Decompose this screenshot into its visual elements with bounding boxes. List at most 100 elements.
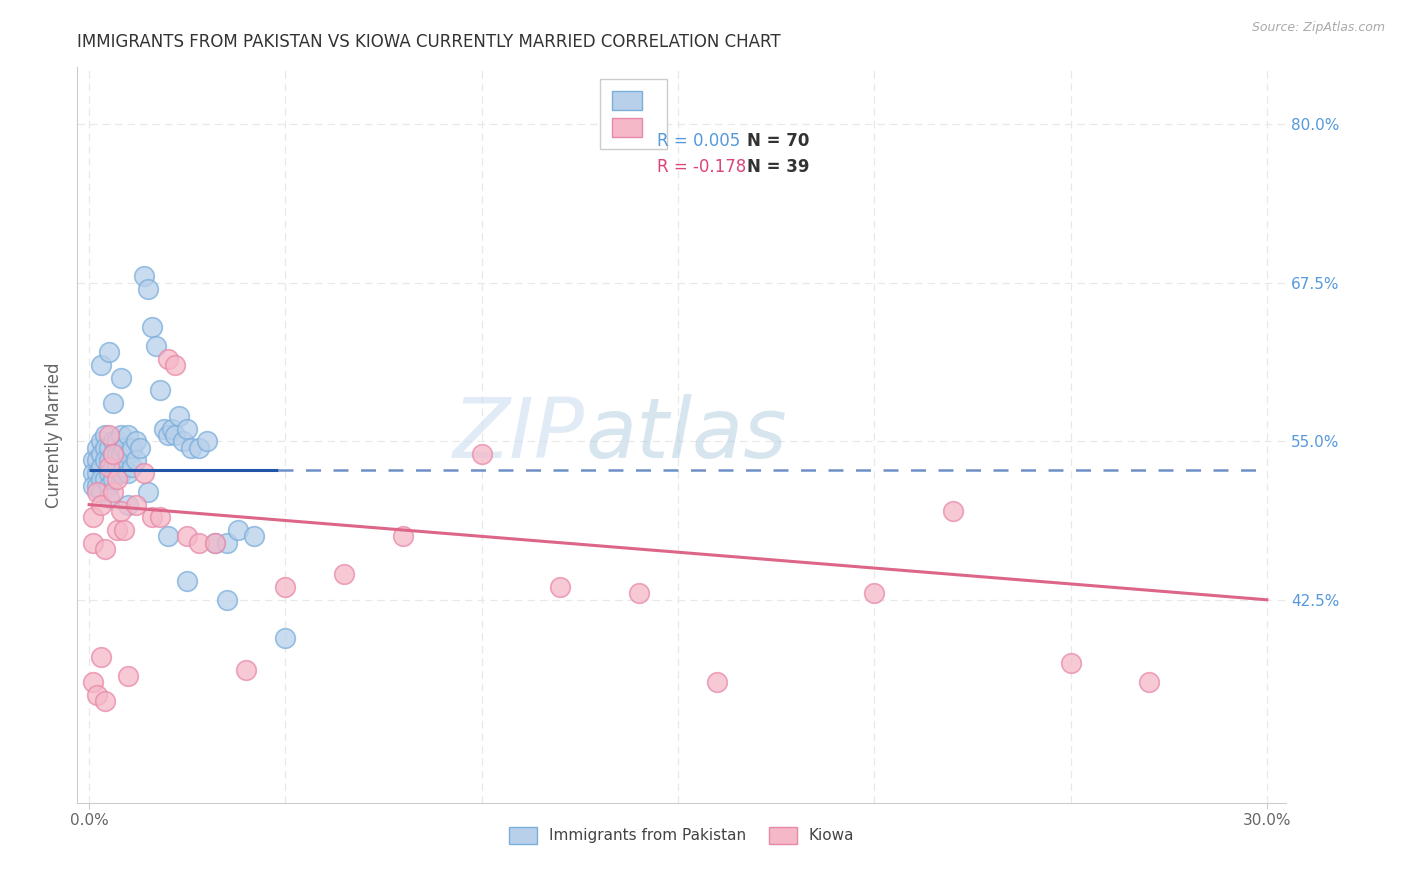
Point (1059, 657, 1081, 671)
Point (110, 370, 132, 384)
Point (82, 675, 104, 690)
Point (86, 478, 108, 492)
Point (942, 504, 965, 518)
Point (1137, 675, 1160, 690)
Point (176, 421, 198, 435)
Point (141, 510, 163, 524)
Point (90, 434, 112, 449)
Point (94, 694, 117, 708)
Point (110, 427, 132, 442)
Point (627, 586, 650, 600)
Point (165, 427, 187, 442)
Point (117, 427, 139, 442)
Point (125, 498, 148, 512)
Point (97, 459, 120, 474)
Point (169, 409, 191, 423)
Point (90, 498, 112, 512)
Text: ZIP: ZIP (453, 394, 585, 475)
Point (82, 510, 104, 524)
Point (94, 542, 117, 557)
Point (105, 523, 128, 537)
Point (117, 447, 139, 461)
Point (82, 466, 104, 480)
Point (188, 535, 211, 549)
Point (274, 631, 297, 645)
Point (94, 441, 117, 455)
Point (97, 427, 120, 442)
Point (114, 459, 136, 474)
Point (152, 421, 174, 435)
Point (188, 441, 211, 455)
Point (863, 586, 886, 600)
Text: atlas: atlas (585, 394, 787, 475)
Point (110, 466, 132, 480)
Point (132, 269, 155, 284)
Point (145, 339, 167, 353)
Point (125, 434, 148, 449)
Point (129, 441, 152, 455)
Point (706, 675, 728, 690)
Point (110, 447, 132, 461)
Point (121, 441, 143, 455)
Point (82, 535, 104, 549)
Point (101, 459, 124, 474)
Point (149, 510, 172, 524)
Point (160, 421, 183, 435)
Point (156, 529, 179, 543)
Point (172, 434, 194, 449)
Point (136, 485, 159, 500)
Y-axis label: Currently Married: Currently Married (45, 362, 63, 508)
Point (136, 282, 159, 296)
Point (101, 447, 124, 461)
Point (117, 669, 139, 683)
Point (86, 485, 108, 500)
Point (149, 384, 172, 398)
Point (114, 441, 136, 455)
Point (180, 441, 202, 455)
Point (274, 580, 297, 594)
Point (90, 485, 112, 500)
Point (86, 688, 108, 702)
Point (105, 459, 128, 474)
Point (392, 529, 415, 543)
Point (90, 459, 112, 474)
Point (86, 453, 108, 467)
Point (101, 472, 124, 486)
Point (82, 478, 104, 492)
Point (90, 358, 112, 372)
Point (117, 498, 139, 512)
Text: N = 70: N = 70 (747, 132, 810, 150)
Text: N = 39: N = 39 (747, 158, 810, 176)
Point (97, 466, 120, 480)
Point (121, 459, 143, 474)
Point (82, 453, 104, 467)
Point (125, 453, 148, 467)
Point (176, 529, 198, 543)
Point (97, 345, 120, 359)
Point (110, 504, 132, 518)
Point (94, 472, 117, 486)
Point (141, 320, 163, 334)
Text: R = -0.178: R = -0.178 (657, 158, 747, 176)
Text: IMMIGRANTS FROM PAKISTAN VS KIOWA CURRENTLY MARRIED CORRELATION CHART: IMMIGRANTS FROM PAKISTAN VS KIOWA CURREN… (77, 34, 780, 52)
Point (105, 472, 128, 486)
Point (117, 466, 139, 480)
Point (176, 574, 198, 588)
Point (101, 396, 124, 410)
Point (94, 453, 117, 467)
Point (90, 447, 112, 461)
Point (114, 523, 136, 537)
Point (101, 447, 124, 461)
Point (90, 472, 112, 486)
Point (471, 447, 494, 461)
Point (215, 535, 238, 549)
Point (86, 466, 108, 480)
Point (165, 358, 187, 372)
Point (105, 447, 128, 461)
Point (243, 529, 266, 543)
Text: Source: ZipAtlas.com: Source: ZipAtlas.com (1251, 21, 1385, 34)
Point (101, 485, 124, 500)
Point (101, 434, 124, 449)
Point (215, 592, 238, 607)
Point (156, 351, 179, 366)
